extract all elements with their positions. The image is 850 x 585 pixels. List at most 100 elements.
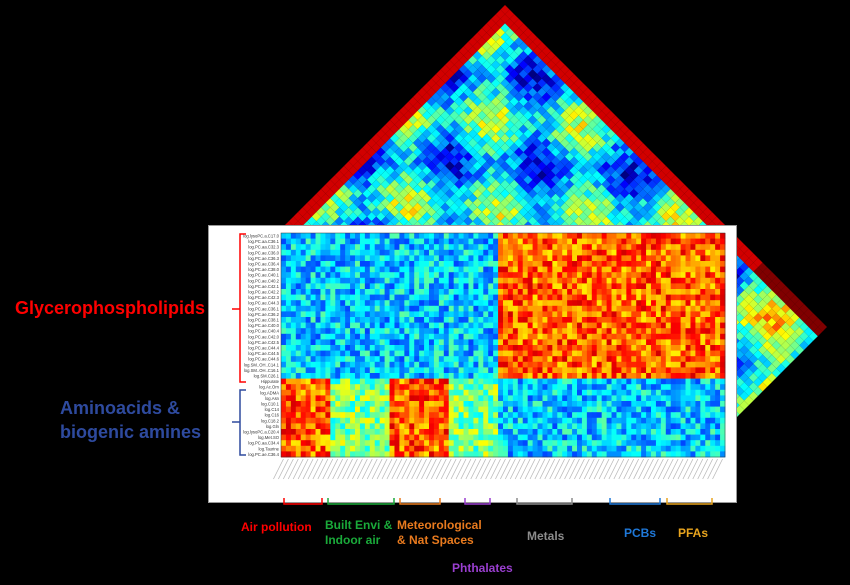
- heatmap-cell: [532, 395, 538, 402]
- heatmap-cell: [646, 244, 652, 251]
- heatmap-cell: [591, 445, 598, 452]
- heatmap-cell: [596, 238, 603, 245]
- heatmap-cell: [468, 272, 474, 279]
- heatmap-cell: [424, 434, 430, 441]
- heatmap-cell: [404, 451, 410, 458]
- heatmap-cell: [517, 417, 524, 424]
- heatmap-cell: [646, 389, 652, 396]
- heatmap-cell: [522, 417, 529, 424]
- heatmap-cell: [621, 305, 627, 312]
- heatmap-cell: [596, 333, 603, 340]
- heatmap-cell: [537, 311, 543, 318]
- heatmap-cell: [715, 373, 721, 379]
- heatmap-cell: [665, 233, 672, 239]
- heatmap-cell: [567, 305, 573, 312]
- heatmap-cell: [557, 373, 563, 379]
- heatmap-cell: [493, 440, 499, 447]
- heatmap-cell: [606, 378, 612, 385]
- heatmap-cell: [680, 417, 686, 424]
- heatmap-cell: [295, 272, 302, 279]
- heatmap-cell: [542, 249, 548, 256]
- triangle-cell: [744, 313, 754, 323]
- heatmap-cell: [493, 289, 499, 295]
- heatmap-cell: [409, 384, 415, 391]
- heatmap-cell: [626, 311, 632, 318]
- heatmap-cell: [577, 378, 583, 385]
- triangle-cell: [781, 294, 791, 304]
- triangle-cell: [505, 55, 515, 65]
- heatmap-cell: [626, 294, 632, 301]
- heatmap-cell: [552, 350, 558, 357]
- heatmap-cell: [300, 451, 307, 458]
- heatmap-cell: [636, 249, 642, 256]
- heatmap-cell: [285, 311, 292, 318]
- heatmap-cell: [655, 249, 662, 256]
- heatmap-cell: [646, 412, 652, 419]
- heatmap-cell: [399, 272, 405, 279]
- heatmap-cell: [611, 244, 617, 251]
- heatmap-cell: [606, 317, 612, 323]
- heatmap-cell: [572, 361, 578, 368]
- heatmap-cell: [414, 345, 420, 351]
- heatmap-cell: [399, 384, 405, 391]
- heatmap-cell: [641, 294, 647, 301]
- heatmap-cell: [621, 378, 627, 385]
- heatmap-cell: [468, 244, 474, 251]
- heatmap-cell: [433, 367, 440, 374]
- heatmap-cell: [438, 445, 445, 452]
- triangle-cell: [578, 129, 588, 139]
- heatmap-cell: [409, 395, 415, 402]
- heatmap-cell: [665, 238, 672, 245]
- heatmap-cell: [547, 322, 553, 329]
- triangle-cell: [578, 166, 588, 176]
- triangle-cell: [459, 120, 469, 130]
- triangle-cell: [468, 120, 478, 130]
- heatmap-cell: [581, 378, 588, 385]
- heatmap-cell: [320, 289, 326, 295]
- heatmap-cell: [340, 333, 346, 340]
- triangle-cell: [532, 55, 542, 65]
- heatmap-cell: [715, 283, 721, 290]
- heatmap-cell: [660, 339, 667, 346]
- heatmap-cell: [281, 367, 287, 374]
- heatmap-cell: [295, 311, 302, 318]
- triangle-cell: [482, 32, 492, 42]
- heatmap-cell: [675, 255, 681, 262]
- heatmap-cell: [527, 373, 533, 379]
- heatmap-cell: [320, 272, 326, 279]
- triangle-cell: [353, 189, 363, 199]
- heatmap-cell: [591, 311, 598, 318]
- heatmap-cell: [290, 384, 297, 391]
- heatmap-cell: [700, 429, 706, 435]
- triangle-cell: [362, 189, 372, 199]
- heatmap-cell: [700, 238, 706, 245]
- heatmap-cell: [522, 333, 529, 340]
- heatmap-cell: [660, 289, 667, 295]
- heatmap-cell: [315, 277, 321, 284]
- heatmap-cell: [315, 451, 321, 458]
- heatmap-cell: [680, 328, 686, 335]
- heatmap-cell: [586, 233, 593, 239]
- triangle-cell: [781, 322, 791, 332]
- heatmap-cell: [631, 401, 637, 407]
- triangle-cell: [578, 212, 588, 222]
- triangle-cell: [440, 175, 450, 185]
- heatmap-cell: [350, 305, 356, 312]
- heatmap-cell: [710, 272, 716, 279]
- heatmap-cell: [424, 345, 430, 351]
- heatmap-cell: [389, 412, 395, 419]
- heatmap-cell: [655, 333, 662, 340]
- heatmap-cell: [680, 389, 686, 396]
- heatmap-cell: [715, 445, 721, 452]
- heatmap-cell: [646, 249, 652, 256]
- heatmap-cell: [350, 322, 356, 329]
- triangle-cell: [316, 189, 326, 199]
- heatmap-cell: [335, 322, 341, 329]
- heatmap-cell: [359, 272, 366, 279]
- heatmap-cell: [498, 434, 504, 441]
- heatmap-cell: [468, 389, 474, 396]
- triangle-cell: [463, 51, 473, 61]
- heatmap-cell: [690, 328, 696, 335]
- heatmap-cell: [300, 233, 307, 239]
- triangle-cell: [813, 327, 823, 337]
